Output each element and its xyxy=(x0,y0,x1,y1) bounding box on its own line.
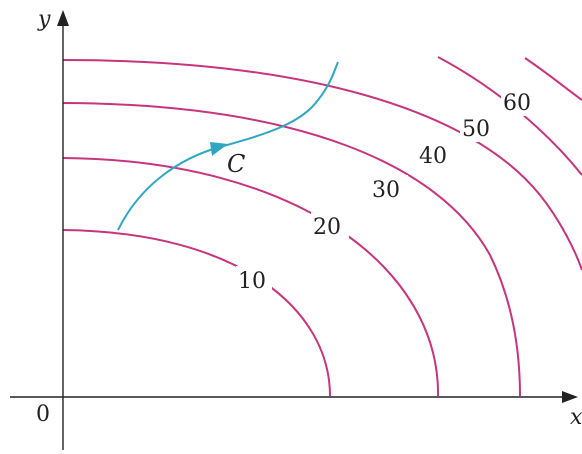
contour-label-40: 40 xyxy=(419,144,447,169)
y-axis-label: y xyxy=(37,7,51,32)
curve-c-label: C xyxy=(227,150,245,178)
contour-curve-10 xyxy=(62,229,331,397)
y-axis-arrowhead xyxy=(57,10,69,26)
origin-label: 0 xyxy=(36,402,50,427)
contour-label-30: 30 xyxy=(372,178,400,203)
contour-curve-60 xyxy=(524,57,582,101)
x-axis-label: x xyxy=(570,405,582,430)
contour-label-50: 50 xyxy=(462,117,490,142)
contour-label-60: 60 xyxy=(503,91,531,116)
contour-label-20: 20 xyxy=(313,215,341,240)
curve-c-arrowhead xyxy=(210,142,228,156)
x-axis-arrowhead xyxy=(562,391,578,403)
contour-curve-30 xyxy=(62,102,521,397)
contour-label-10: 10 xyxy=(238,269,266,294)
curve-c xyxy=(117,61,339,231)
